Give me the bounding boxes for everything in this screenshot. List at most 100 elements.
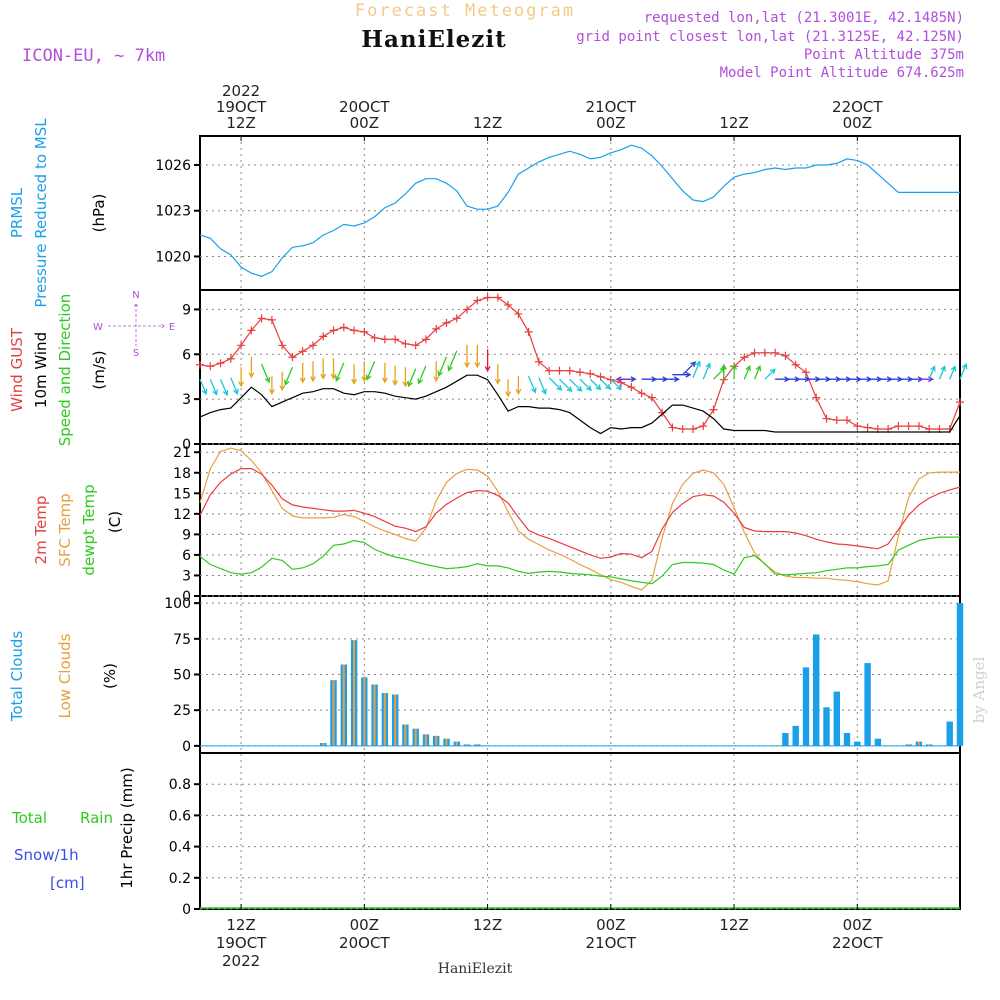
wind-direction-arrow <box>199 378 208 396</box>
wind-direction-arrow <box>662 376 680 383</box>
wind-direction-arrow <box>731 363 738 380</box>
total-cloud-bar <box>813 634 820 746</box>
wind-direction-arrow <box>330 358 337 380</box>
wind-speed-line <box>199 374 961 435</box>
ylabel-temp-unit: (C) <box>106 511 124 533</box>
ylabel-total-clouds: Total Clouds <box>8 631 26 723</box>
location-title: HaniElezit <box>361 26 506 53</box>
ytick-label-temp: 3 <box>182 568 191 584</box>
low-cloud-bar <box>928 744 931 746</box>
wind-direction-arrow <box>320 358 327 380</box>
gust-marker <box>206 362 215 371</box>
compass-rose: N S W E <box>93 290 175 359</box>
low-cloud-bar <box>424 734 427 746</box>
low-cloud-bar <box>466 744 469 746</box>
gust-marker <box>637 389 646 398</box>
gust-marker <box>740 353 749 362</box>
ytick-label-temp: 12 <box>173 507 191 523</box>
total-cloud-bar <box>956 603 964 746</box>
wind-direction-arrow <box>959 362 968 380</box>
time-label-top: 12Z <box>226 114 255 132</box>
time-label-top: 00Z <box>350 114 379 132</box>
gust-marker <box>678 425 687 434</box>
gust-marker <box>391 335 400 344</box>
gust-marker <box>216 359 225 368</box>
wind-direction-arrow <box>743 365 751 380</box>
chart-title: Forecast Meteogram <box>355 1 575 21</box>
gust-marker <box>791 360 800 369</box>
ytick-label-clouds: 0 <box>182 739 191 755</box>
gust-marker <box>914 422 923 431</box>
gust-marker <box>750 348 759 357</box>
precip-snow-label: Snow/1h <box>14 846 79 864</box>
time-label-top: 12Z <box>473 114 502 132</box>
gust-marker <box>822 414 831 423</box>
wind-direction-arrow <box>692 360 701 378</box>
time-label-top: 20OCT <box>339 98 390 116</box>
wind-direction-arrow <box>527 375 537 394</box>
wind-direction-arrow <box>219 378 229 397</box>
gust-marker <box>473 296 482 305</box>
wind-direction-arrow <box>238 367 245 388</box>
gust-marker <box>894 422 903 431</box>
wind-direction-arrow <box>248 356 255 379</box>
gust-marker <box>555 366 564 375</box>
ytick-label-precip: 0.8 <box>169 777 191 793</box>
ylabel-precip: 1hr Precip (mm) <box>118 767 136 888</box>
gust-marker <box>699 422 708 431</box>
ytick-label-clouds: 25 <box>173 703 191 719</box>
time-label-bottom: 2022 <box>222 952 260 970</box>
panel-frame-wind <box>199 289 961 445</box>
gust-marker <box>278 341 287 350</box>
gust-marker <box>812 393 821 402</box>
plot-area <box>196 144 968 909</box>
time-label-top: 19OCT <box>216 98 267 116</box>
gust-marker <box>267 315 276 324</box>
grid-lines <box>200 136 960 910</box>
gust-marker <box>534 357 543 366</box>
gust-marker <box>421 335 430 344</box>
wind-direction-arrow <box>764 368 776 380</box>
gust-marker <box>956 398 964 407</box>
wind-direction-arrow <box>515 376 522 396</box>
low-cloud-bar <box>907 744 910 746</box>
time-label-top: 12Z <box>719 114 748 132</box>
axis-labels: 1020102310260369036912151821025507510000… <box>155 158 200 918</box>
wind-direction-arrow <box>672 371 692 378</box>
gust-marker <box>904 422 913 431</box>
time-label-top: 22OCT <box>832 98 883 116</box>
ytick-label-temp: 15 <box>173 486 191 502</box>
gust-marker <box>647 393 656 402</box>
gust-marker <box>617 378 626 387</box>
footer-location: HaniElezit <box>438 961 513 977</box>
gust-marker <box>339 323 348 332</box>
wind-direction-arrow <box>938 365 946 380</box>
gust-marker <box>853 422 862 431</box>
gust-marker <box>668 423 677 432</box>
panel-y-labels: N S W E PRMSL Pressure Reduced to MSL (hPa) Win… <box>8 118 175 892</box>
gust-marker <box>832 416 841 425</box>
ytick-label-pressure: 1026 <box>155 158 191 174</box>
ylabel-pressure-unit: (hPa) <box>90 194 108 233</box>
point-altitude: Point Altitude 375m <box>804 47 964 63</box>
gust-marker <box>688 425 697 434</box>
sfc-temp-line <box>199 447 960 591</box>
gust-marker <box>545 366 554 375</box>
ylabel-2m-temp: 2m Temp <box>32 496 50 565</box>
ytick-label-temp: 21 <box>173 445 191 461</box>
ytick-label-temp: 18 <box>173 466 191 482</box>
gust-marker <box>442 318 451 327</box>
low-cloud-bar <box>342 664 345 746</box>
gust-marker <box>298 347 307 356</box>
ylabel-pressure: Pressure Reduced to MSL <box>32 118 50 308</box>
low-cloud-bar <box>414 728 417 746</box>
compass-arrows <box>108 303 165 346</box>
low-cloud-bar <box>322 743 325 746</box>
wind-direction-arrow <box>310 361 316 383</box>
gust-marker <box>432 324 441 333</box>
ytick-label-precip: 0.6 <box>169 808 191 824</box>
compass-n: N <box>132 290 139 301</box>
wind-direction-arrow <box>949 365 957 380</box>
time-label-bottom: 12Z <box>473 916 502 934</box>
